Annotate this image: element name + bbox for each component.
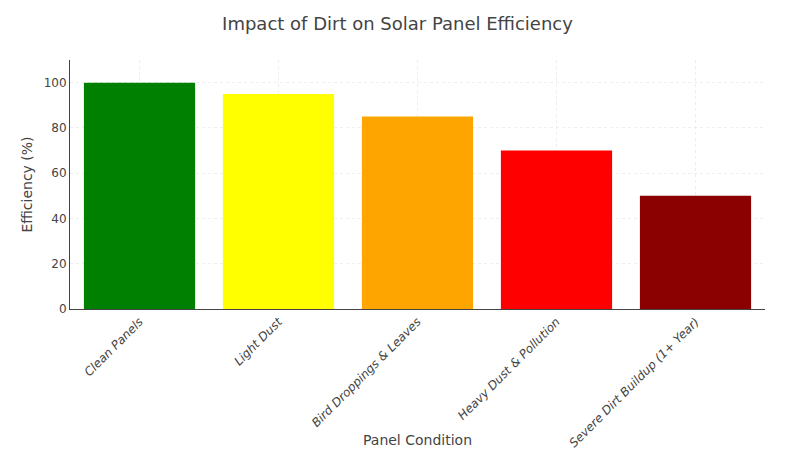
svg-text:0: 0 xyxy=(59,302,67,316)
svg-text:Impact of Dirt on Solar Panel: Impact of Dirt on Solar Panel Efficiency xyxy=(222,13,573,34)
svg-text:Severe Dirt Buildup (1+ Year): Severe Dirt Buildup (1+ Year) xyxy=(567,315,702,450)
svg-text:Efficiency (%): Efficiency (%) xyxy=(19,136,35,232)
svg-text:20: 20 xyxy=(51,257,66,271)
svg-text:Panel Condition: Panel Condition xyxy=(363,432,472,448)
svg-text:80: 80 xyxy=(51,121,66,135)
svg-text:100: 100 xyxy=(44,76,67,90)
svg-text:60: 60 xyxy=(51,166,66,180)
svg-text:Light Dust: Light Dust xyxy=(231,314,285,368)
svg-text:Bird Droppings & Leaves: Bird Droppings & Leaves xyxy=(309,315,424,430)
svg-text:Clean Panels: Clean Panels xyxy=(81,315,145,379)
svg-text:40: 40 xyxy=(51,212,66,226)
svg-text:Heavy Dust & Pollution: Heavy Dust & Pollution xyxy=(455,315,563,423)
